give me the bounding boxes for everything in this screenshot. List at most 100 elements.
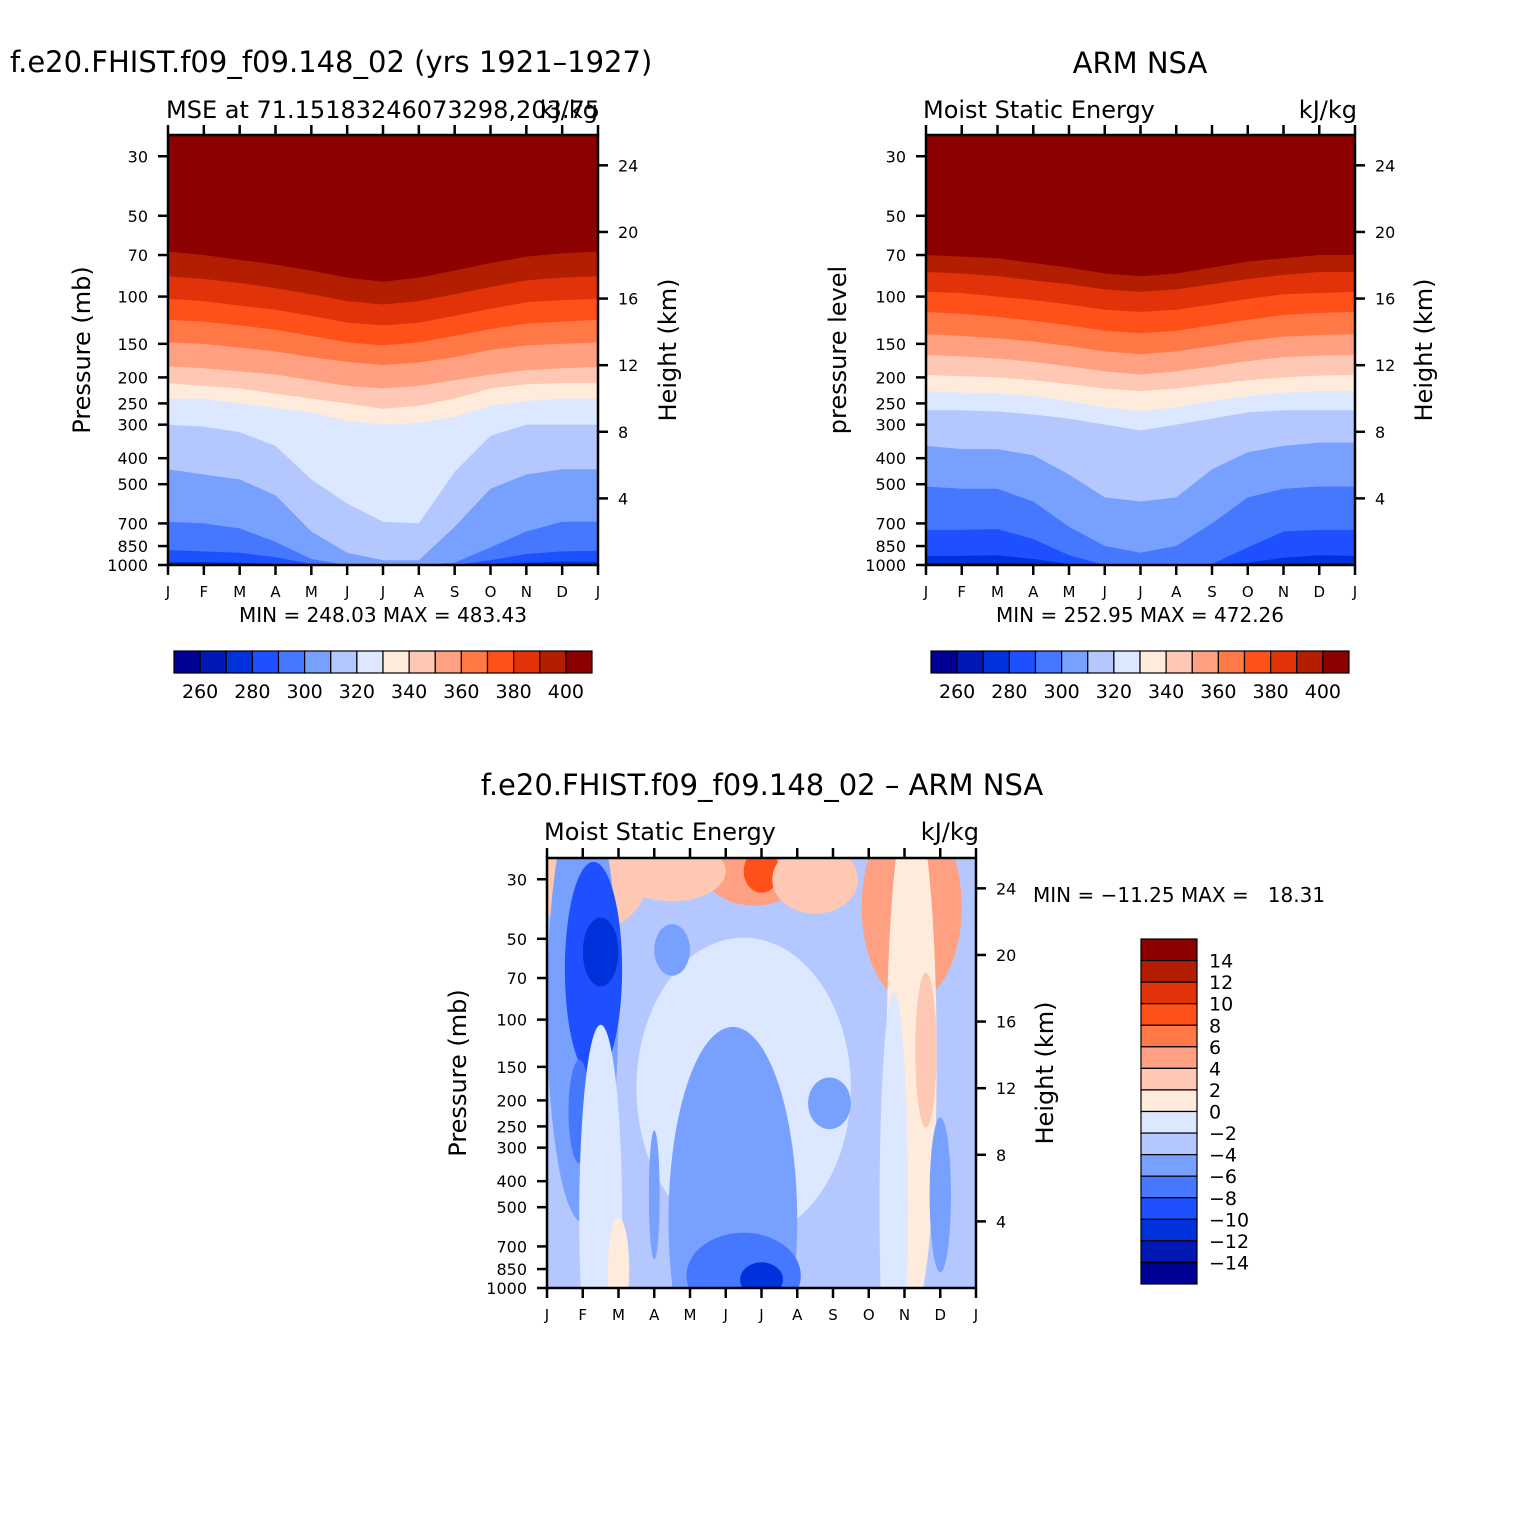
y-tick-right-label: 16 <box>996 1013 1016 1032</box>
x-tick-label: A <box>1028 583 1039 601</box>
diff-region-22 <box>607 1217 630 1288</box>
colorbar-box <box>982 650 1010 674</box>
colorbar-label: 340 <box>1148 681 1184 703</box>
y-tick-label: 250 <box>117 394 148 413</box>
y-tick-label: 1000 <box>107 556 148 575</box>
y-tick-label: 400 <box>875 449 906 468</box>
y-tick-label: 30 <box>507 870 527 889</box>
colorbar-box <box>1087 650 1115 674</box>
colorbar-box <box>956 650 984 674</box>
colorbar-box <box>1140 1110 1198 1134</box>
x-tick-label: F <box>200 583 209 601</box>
colorbar-box <box>1139 650 1167 674</box>
colorbar-box <box>330 650 358 674</box>
y-tick-label: 300 <box>117 416 148 435</box>
colorbar-label: 12 <box>1209 972 1233 994</box>
colorbar-label: −4 <box>1209 1145 1237 1167</box>
x-tick-label: O <box>863 1306 875 1324</box>
y-tick-label: 200 <box>496 1091 527 1110</box>
x-tick-label: A <box>270 583 281 601</box>
colorbar-box <box>304 650 332 674</box>
y-tick-label: 700 <box>875 514 906 533</box>
panel-difference-ylabel: Pressure (mb) <box>444 989 472 1156</box>
panel-model-ylabel-right: Height (km) <box>654 279 682 422</box>
colorbar-box <box>1165 650 1193 674</box>
y-tick-right-label: 8 <box>1375 423 1385 442</box>
panel-difference: f.e20.FHIST.f09_f09.148_02 – ARM NSA Moi… <box>444 768 1325 1324</box>
colorbar-label: 320 <box>339 681 375 703</box>
x-tick-label: M <box>612 1306 625 1324</box>
colorbar-label: 280 <box>991 681 1027 703</box>
panel-observed-minmax: MIN = 252.95 MAX = 472.26 <box>996 603 1284 627</box>
x-tick-label: J <box>1137 583 1142 601</box>
colorbar-box <box>539 650 567 674</box>
colorbar-box <box>1113 650 1141 674</box>
colorbar-box <box>1140 1024 1198 1048</box>
y-tick-label: 700 <box>117 514 148 533</box>
x-tick-label: A <box>414 583 425 601</box>
colorbar-box <box>277 650 306 674</box>
colorbar-label: 380 <box>495 681 531 703</box>
x-tick-label: A <box>1171 583 1182 601</box>
colorbar-box <box>199 650 227 674</box>
panel-observed-subtitle-right: kJ/kg <box>1299 96 1357 124</box>
x-tick-label: M <box>991 583 1004 601</box>
colorbar-label: 400 <box>1305 681 1341 703</box>
y-tick-label: 30 <box>886 147 906 166</box>
y-tick-label: 150 <box>496 1058 527 1077</box>
colorbar-label: 8 <box>1209 1015 1221 1037</box>
colorbar-box <box>1061 650 1089 674</box>
colorbar-label: 260 <box>182 681 218 703</box>
contour-band-2 <box>926 529 1355 565</box>
diff-region-12 <box>582 917 619 987</box>
colorbar-box <box>434 650 462 674</box>
y-tick-label: 500 <box>875 475 906 494</box>
colorbar-label: 6 <box>1209 1037 1221 1059</box>
colorbar-box <box>251 650 280 674</box>
colorbar-label: 360 <box>1200 681 1236 703</box>
y-tick-right-label: 24 <box>996 879 1016 898</box>
x-tick-label: J <box>380 583 385 601</box>
x-tick-label: N <box>899 1306 910 1324</box>
contour-band-2 <box>168 550 598 565</box>
y-tick-label: 700 <box>496 1237 527 1256</box>
colorbar-label: 360 <box>443 681 479 703</box>
colorbar-box <box>1140 981 1198 1005</box>
panel-observed-title: ARM NSA <box>1073 46 1208 80</box>
panel-model-ylabel: Pressure (mb) <box>68 266 96 433</box>
colorbar-box <box>1140 1175 1198 1199</box>
panel-model-subtitle-right: kJ/kg <box>540 96 598 124</box>
panel-observed-plot <box>926 135 1355 565</box>
y-tick-label: 70 <box>128 246 148 265</box>
y-tick-label: 100 <box>496 1011 527 1030</box>
colorbar-label: 10 <box>1209 994 1233 1016</box>
y-tick-right-label: 20 <box>618 223 638 242</box>
y-tick-right-label: 20 <box>996 946 1016 965</box>
x-tick-label: D <box>934 1306 946 1324</box>
y-tick-label: 500 <box>117 475 148 494</box>
y-tick-right-label: 8 <box>996 1146 1006 1165</box>
y-tick-right-label: 4 <box>1375 489 1385 508</box>
y-tick-right-label: 4 <box>618 489 628 508</box>
x-tick-label: F <box>578 1306 587 1324</box>
y-tick-right-label: 24 <box>1375 156 1395 175</box>
y-tick-label: 1000 <box>865 556 906 575</box>
panel-model-subtitle-left: MSE at 71.15183246073298,203.75 <box>166 96 600 124</box>
y-tick-label: 850 <box>117 537 148 556</box>
x-tick-label: J <box>595 583 600 601</box>
y-tick-label: 50 <box>507 930 527 949</box>
colorbar-box <box>1140 1154 1198 1177</box>
contour-band-3 <box>168 521 598 565</box>
panel-observed-axes: J F M A M J J A S O N D J 30 50 70 100 150 200 250 300 400 500… <box>865 125 1395 601</box>
colorbar-box <box>460 650 489 674</box>
diff-region-9 <box>915 972 937 1128</box>
y-tick-label: 300 <box>496 1139 527 1158</box>
x-tick-label: S <box>450 583 460 601</box>
colorbar-box <box>1140 1261 1198 1285</box>
y-tick-label: 30 <box>128 147 148 166</box>
x-tick-label: J <box>723 1306 728 1324</box>
x-tick-label: J <box>344 583 349 601</box>
colorbar-box <box>1217 650 1246 674</box>
